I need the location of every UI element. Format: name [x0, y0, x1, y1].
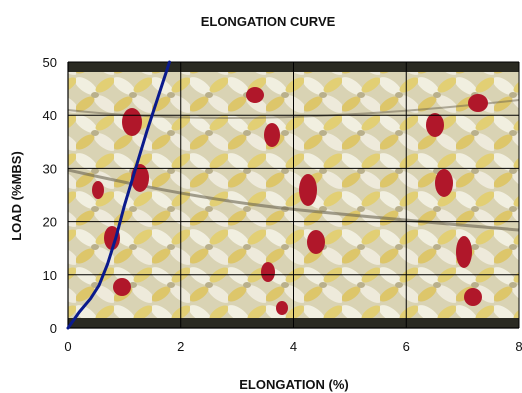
y-tick-label: 50: [43, 55, 57, 70]
x-tick-label: 6: [403, 339, 410, 354]
x-tick-label: 0: [64, 339, 71, 354]
x-tick-label: 4: [290, 339, 297, 354]
y-tick-label: 20: [43, 215, 57, 230]
axes: [67, 62, 519, 329]
y-tick-label: 0: [50, 321, 57, 336]
x-tick-label: 8: [515, 339, 522, 354]
y-tick-label: 10: [43, 268, 57, 283]
x-axis-label: ELONGATION (%): [239, 377, 349, 392]
x-tick-label: 2: [177, 339, 184, 354]
y-tick-label: 40: [43, 108, 57, 123]
elongation-series-line: [66, 60, 171, 330]
y-axis-label: LOAD (%MBS): [9, 151, 24, 241]
series-group: [66, 60, 171, 330]
chart-title: ELONGATION CURVE: [201, 14, 336, 29]
x-tick-labels: 0 2 4 6 8: [64, 339, 522, 354]
y-tick-label: 30: [43, 161, 57, 176]
y-tick-labels: 0 10 20 30 40 50: [43, 55, 57, 336]
